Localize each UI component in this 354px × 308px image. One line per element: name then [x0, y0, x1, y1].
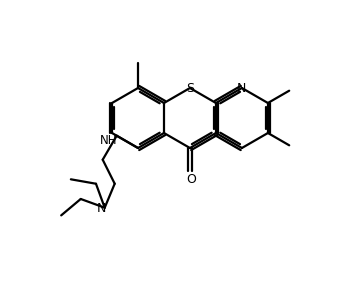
Text: N: N	[97, 202, 107, 215]
Text: S: S	[186, 82, 194, 95]
Text: N: N	[237, 82, 247, 95]
Text: NH: NH	[100, 134, 118, 147]
Text: O: O	[186, 173, 196, 186]
